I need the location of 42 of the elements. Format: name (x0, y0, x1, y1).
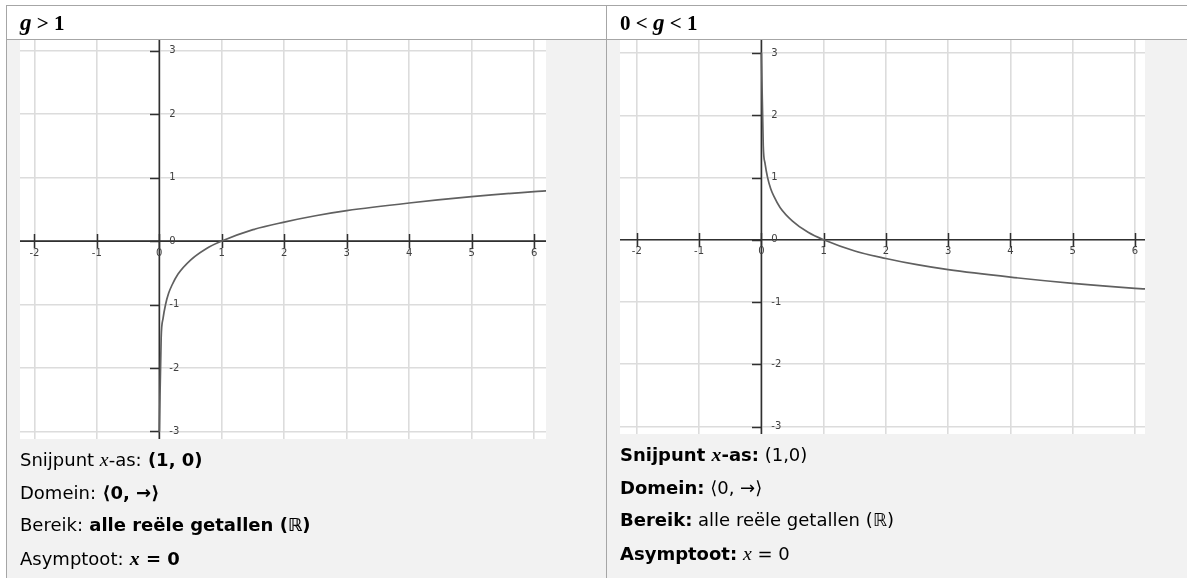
x-tick-label: 5 (468, 246, 475, 258)
x-tick-label: -2 (29, 246, 40, 258)
chart-title: g > 1 (20, 8, 65, 37)
y-tick-label: -3 (771, 420, 782, 432)
x-tick-label: -1 (91, 246, 102, 258)
x-tick-label: -2 (631, 245, 642, 257)
x-tick-label: 3 (945, 245, 952, 257)
x-tick-label: 2 (882, 245, 890, 257)
text: Asymptoot: x = 0 (20, 546, 180, 569)
y-tick-label: 3 (771, 46, 778, 58)
text: Bereik: alle reële getallen (ℝ) (20, 514, 311, 535)
x-tick-label: 1 (820, 245, 827, 257)
x-tick-label: 0 (758, 245, 765, 257)
y-tick-label: 2 (771, 108, 778, 120)
y-tick-label: 1 (169, 171, 176, 183)
y-tick-label: 1 (771, 171, 778, 183)
y-tick-label: 0 (169, 234, 176, 246)
y-tick-label: -1 (169, 298, 180, 310)
y-tick-label: -2 (771, 357, 782, 369)
x-tick-label: 6 (1131, 245, 1139, 257)
x-tick-label: 6 (530, 246, 538, 258)
x-tick-label: 3 (343, 246, 350, 258)
x-tick-label: 1 (218, 246, 225, 258)
y-tick-label: 3 (169, 44, 176, 56)
line-series (158, 190, 546, 433)
y-tick-label: 2 (169, 107, 176, 119)
text: Snijpunt x-as: (1,0) (620, 443, 808, 465)
x-tick-label: 4 (406, 246, 413, 258)
y-tick-label: -3 (169, 424, 180, 436)
text: Asymptoot: x = 0 (620, 541, 790, 564)
y-tick-label: -1 (771, 295, 782, 307)
x-tick-label: -1 (694, 245, 705, 257)
x-tick-label: 5 (1069, 245, 1076, 257)
text: Bereik: alle reële getallen (ℝ) (620, 509, 894, 530)
x-tick-label: 4 (1007, 245, 1014, 257)
x-tick-label: 2 (281, 246, 288, 258)
y-tick-label: 0 (771, 233, 778, 245)
chart-title: 0 < g < 1 (620, 8, 698, 37)
text: Domein: ⟨0, →⟩ (20, 481, 160, 503)
y-tick-label: -2 (169, 361, 180, 373)
text: Snijpunt x-as: (1, 0) (20, 448, 203, 470)
text: Domein: ⟨0, →⟩ (620, 476, 763, 498)
